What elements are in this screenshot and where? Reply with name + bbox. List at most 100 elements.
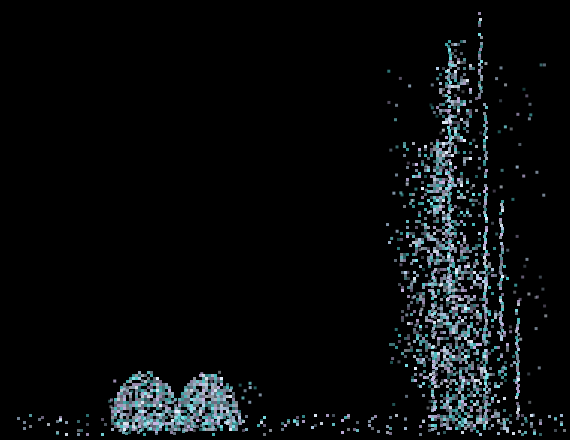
noise-pixel [491,415,494,418]
noise-pixel [460,100,463,103]
noise-pixel [457,133,460,136]
noise-pixel [461,343,464,346]
noise-pixel [501,275,504,278]
noise-pixel [424,193,427,196]
noise-pixel [478,157,481,160]
noise-pixel [449,415,452,418]
noise-pixel [442,211,445,214]
noise-pixel [439,112,442,115]
noise-pixel [114,410,117,413]
noise-pixel [449,400,452,403]
noise-pixel [187,419,190,422]
noise-pixel [442,103,445,106]
noise-pixel [463,223,466,226]
noise-pixel [441,379,444,382]
noise-pixel [123,383,126,386]
noise-pixel [38,418,41,421]
noise-pixel [141,410,144,413]
noise-pixel [432,366,435,369]
noise-pixel [412,175,415,178]
noise-pixel [484,325,487,328]
noise-pixel [168,386,171,389]
noise-pixel [424,169,427,172]
noise-pixel [455,382,458,385]
noise-pixel [217,401,220,404]
noise-pixel [17,417,20,420]
noise-pixel [458,298,461,301]
noise-pixel [445,187,448,190]
noise-pixel [482,400,485,403]
noise-pixel [432,372,435,375]
noise-pixel [150,404,153,407]
noise-pixel [445,259,448,262]
noise-pixel [412,142,415,145]
noise-pixel [433,270,436,273]
noise-pixel [220,389,223,392]
noise-pixel [487,271,491,275]
noise-pixel [428,343,431,346]
noise-pixel [434,304,437,307]
noise-pixel [111,428,114,431]
noise-pixel [446,385,449,388]
noise-pixel [410,262,413,265]
noise-pixel [23,421,26,424]
noise-pixel [447,126,450,129]
noise-pixel [477,379,480,382]
noise-pixel [150,422,153,425]
noise-pixel [126,419,129,422]
noise-pixel [179,421,182,424]
noise-pixel [464,295,467,298]
noise-pixel [235,401,238,404]
noise-pixel [187,401,190,404]
noise-pixel [164,404,168,408]
noise-pixel [442,190,445,193]
noise-pixel [563,429,566,432]
noise-pixel [138,404,141,407]
noise-pixel [533,432,536,435]
noise-pixel [473,328,476,331]
noise-pixel [483,427,486,430]
noise-pixel [433,208,436,211]
noise-pixel [476,400,479,403]
noise-pixel [468,379,471,382]
noise-pixel [448,48,451,51]
noise-pixel [464,403,467,406]
noise-pixel [488,331,491,334]
noise-pixel [474,373,477,376]
noise-pixel [455,358,458,361]
noise-pixel [449,192,452,195]
noise-pixel [447,219,450,222]
noise-pixel [446,301,449,304]
noise-pixel [440,424,443,427]
noise-pixel [232,419,235,422]
noise-pixel [302,415,305,418]
noise-pixel [123,407,126,410]
noise-pixel [159,395,162,398]
noise-pixel [159,425,162,428]
noise-pixel [135,395,138,398]
noise-pixel [485,334,488,337]
noise-pixel [439,229,442,232]
noise-pixel [518,142,522,146]
noise-pixel [501,293,504,296]
noise-pixel [436,67,439,70]
noise-pixel [475,253,478,256]
noise-pixel [437,416,440,419]
noise-pixel [459,373,462,376]
noise-pixel [495,232,499,236]
noise-pixel [460,52,463,55]
noise-pixel [461,397,464,400]
noise-pixel [419,325,422,328]
noise-pixel [184,392,187,395]
noise-pixel [483,394,486,397]
noise-pixel [488,265,491,268]
noise-pixel [497,400,500,403]
noise-pixel [530,422,533,425]
noise-pixel [478,244,481,247]
noise-pixel [65,421,68,424]
noise-pixel [232,422,235,425]
noise-pixel [447,297,450,300]
noise-pixel [202,389,205,392]
noise-pixel [554,418,557,421]
noise-pixel [190,407,193,410]
